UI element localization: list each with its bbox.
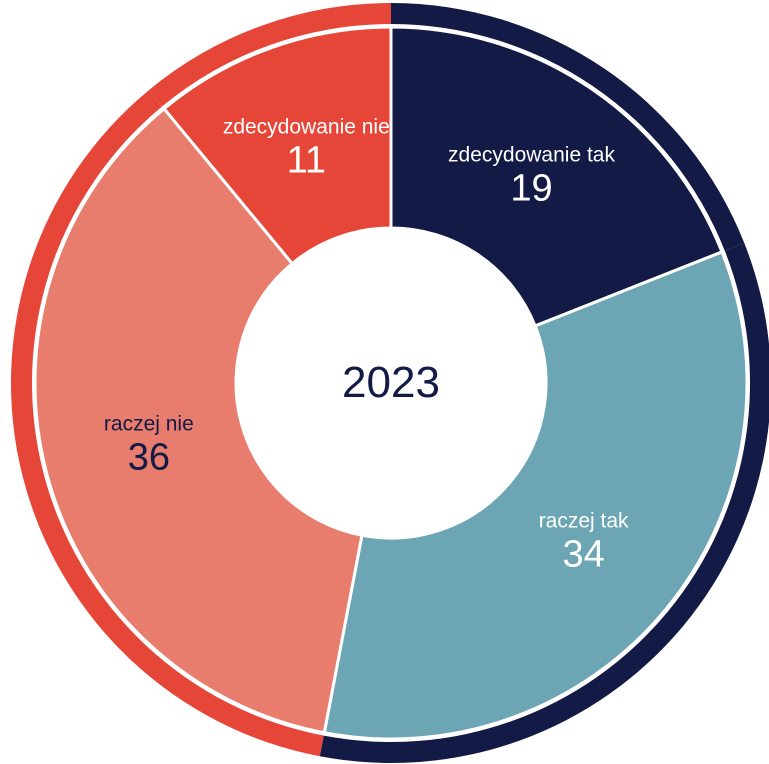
category-label: raczej nie [103,412,194,436]
outer-ring-segment [319,243,769,763]
segment-label: zdecydowanie tak 19 [432,143,632,210]
category-label: raczej tak [538,509,629,533]
donut-segment [33,106,364,735]
donut-segment [322,250,749,741]
value-label: 36 [127,436,170,479]
outer-ring-segment [391,3,745,251]
value-label: 34 [562,533,605,576]
outer-ring-segment [10,90,324,757]
center-label: 2023 [342,358,440,407]
donut-segment [161,25,393,266]
category-label: zdecydowanie tak [448,143,615,167]
segment-label: zdecydowanie nie 11 [206,114,406,181]
category-label: zdecydowanie nie [222,115,390,139]
value-label: 11 [286,139,327,182]
segment-label: raczej nie 36 [49,412,249,479]
segment-label: raczej tak 34 [484,509,684,576]
value-label: 19 [510,167,553,210]
donut-segment [389,25,724,328]
outer-ring-segment [148,3,391,107]
